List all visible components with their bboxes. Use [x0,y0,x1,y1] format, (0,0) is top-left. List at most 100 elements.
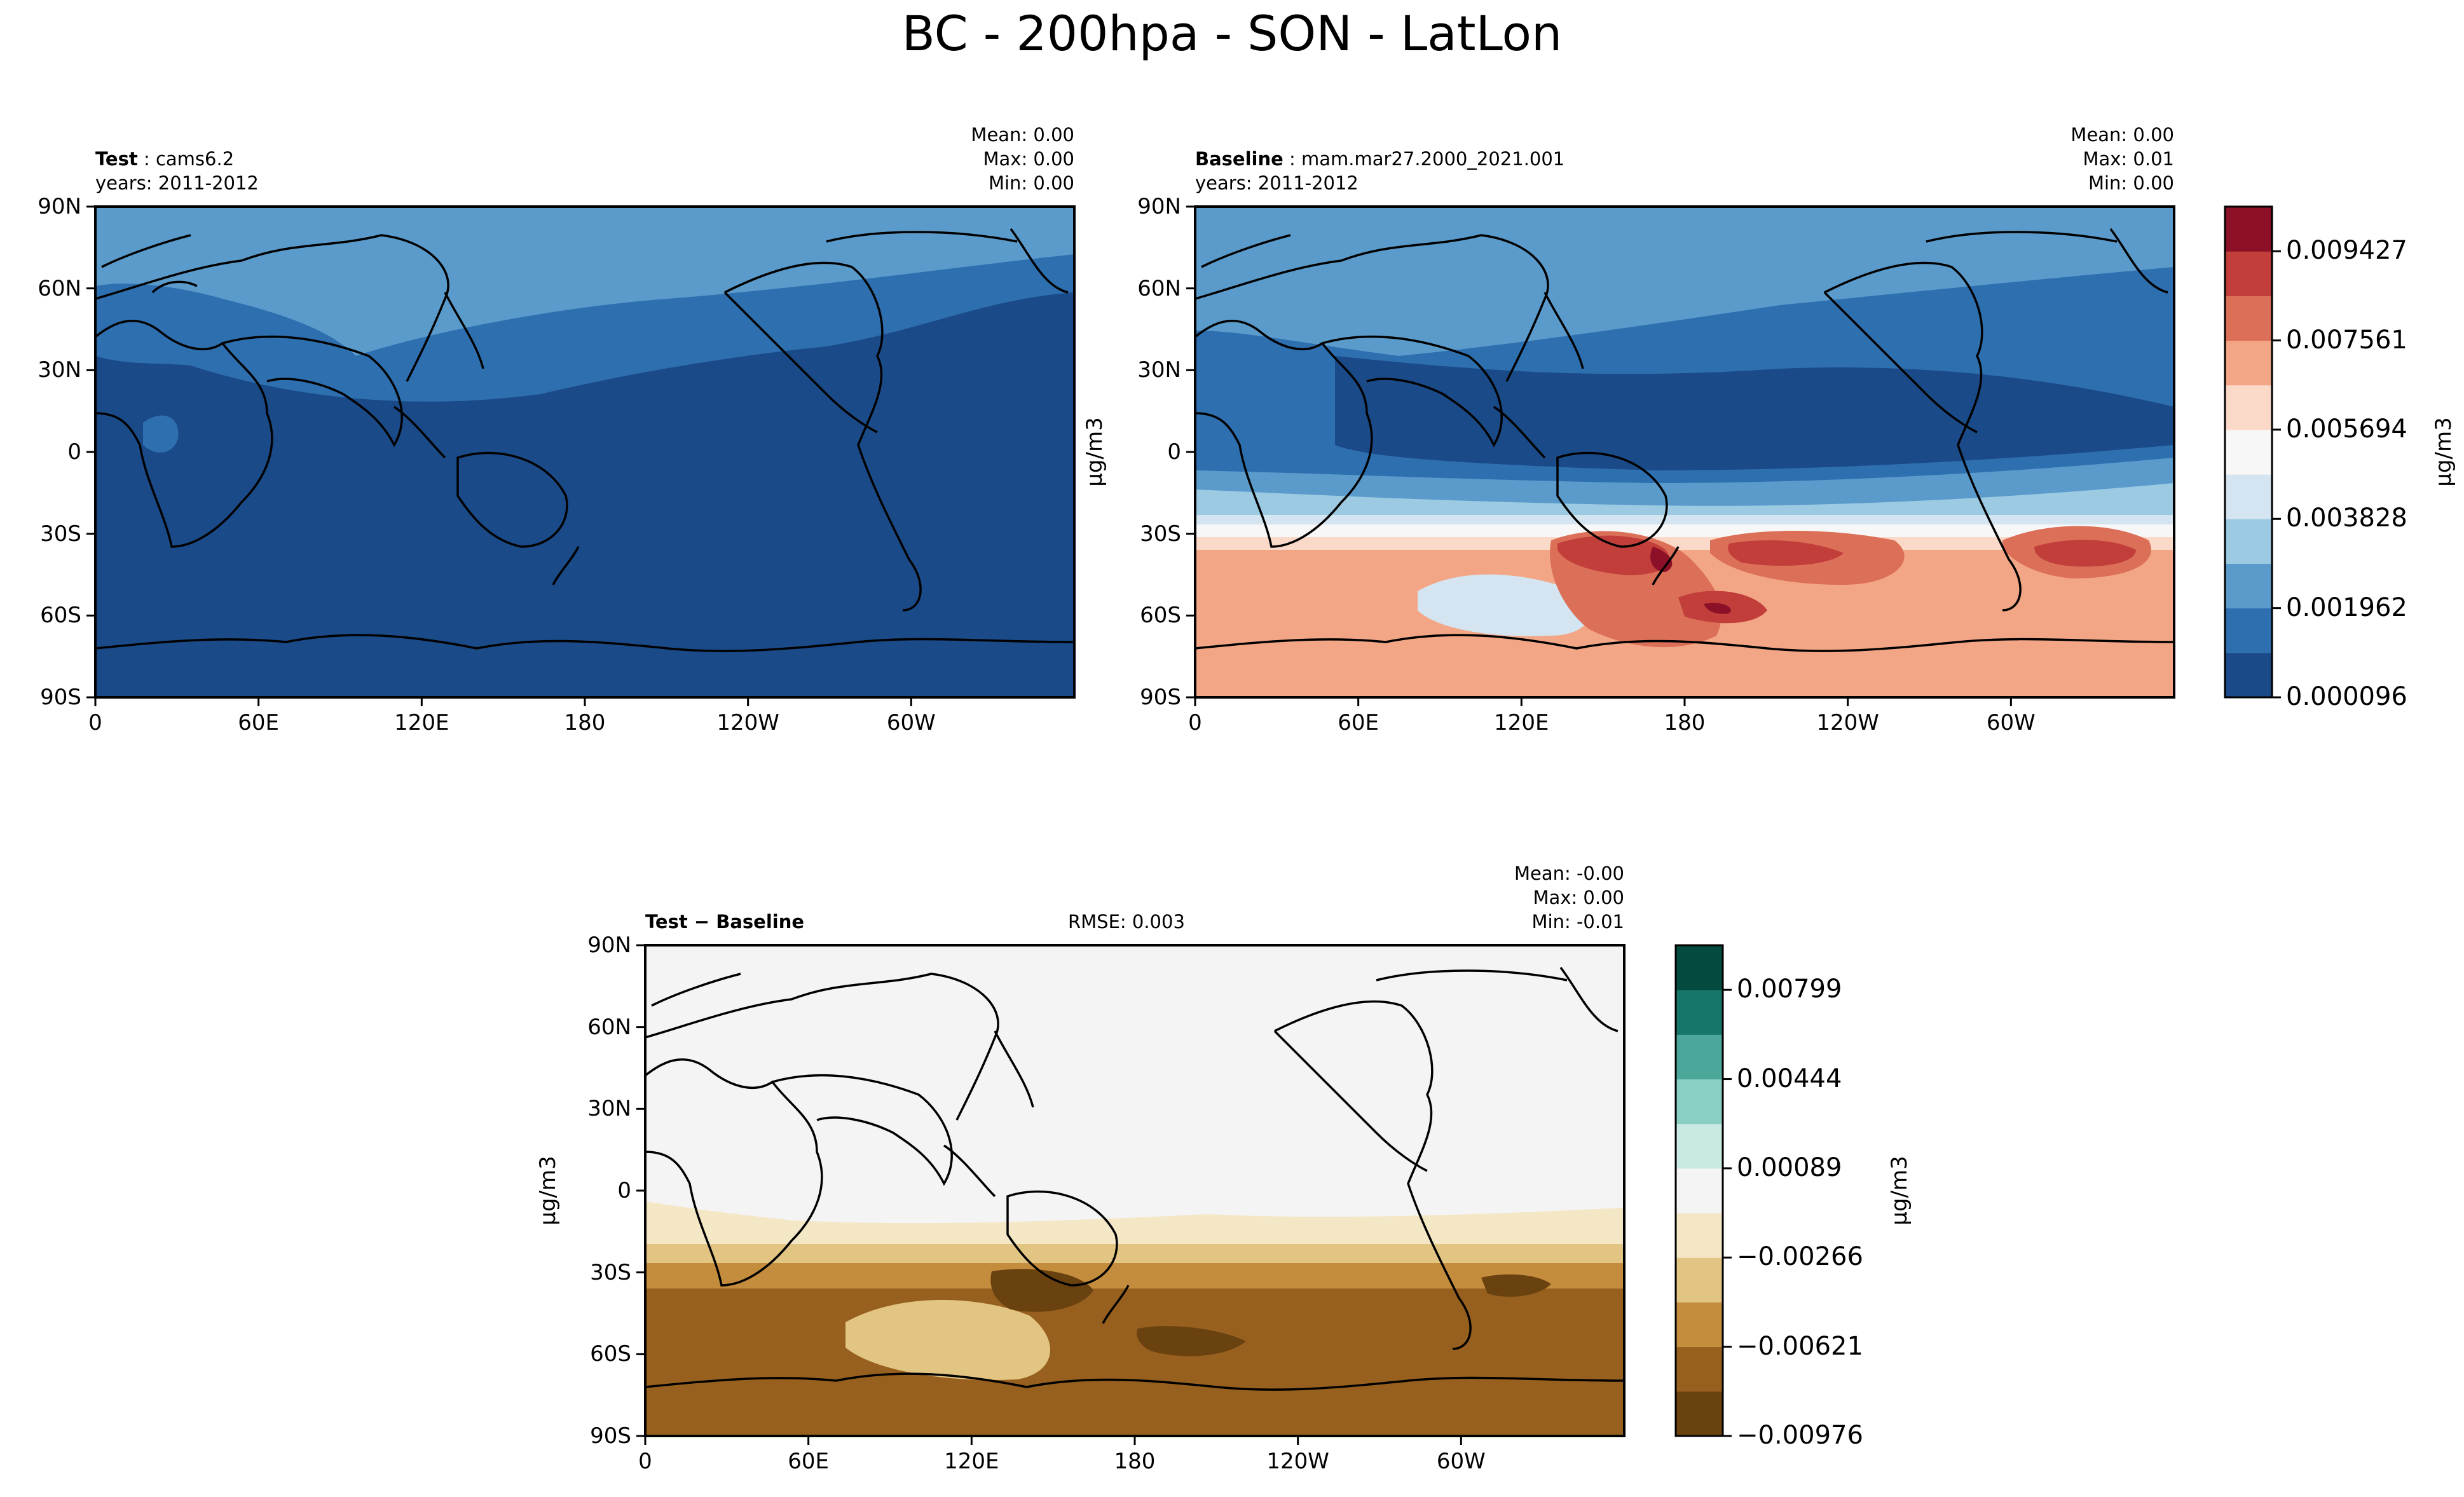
test-lon-label: 180 [564,710,606,735]
colorbar-diff-units: μg/m3 [1887,1156,1912,1226]
test-label-bold: Test [95,148,138,170]
test-lat-label: 90N [38,194,81,219]
diff-ylabel: μg/m3 [535,1156,561,1226]
test-case-name: cams6.2 [155,148,235,170]
baseline-lon-label: 0 [1188,710,1202,735]
baseline-label-sep: : [1283,148,1302,170]
diff-label: Test − Baseline [645,911,805,933]
diff-lat-label: 30S [590,1259,631,1285]
colorbar-diff-frame [1674,944,1724,1437]
test-lat-label: 0 [67,439,81,465]
diff-lat-label: 0 [617,1178,631,1203]
colorbar-diff-tick-label: −0.00266 [1737,1242,1863,1272]
test-map [94,205,1076,699]
colorbar-diff-swatch [1676,990,1723,1035]
diff-lon-label: 180 [1114,1449,1156,1474]
figure-title: BC - 200hpa - SON - LatLon [901,5,1563,62]
test-lon-label: 60E [238,710,280,735]
diff-lon-label: 120E [944,1449,999,1474]
colorbar-diff-tick-label: 0.00799 [1737,974,1842,1004]
colorbar-diff-swatch [1676,945,1723,990]
baseline-lat-label: 90S [1140,685,1181,710]
baseline-label-bold: Baseline [1195,148,1283,170]
test-lat-label: 60N [38,275,81,301]
colorbar-baseline-tick-label: 0.003828 [2286,503,2407,533]
baseline-lon-label: 120E [1494,710,1549,735]
baseline-case-name: mam.mar27.2000_2021.001 [1301,148,1565,170]
baseline-lat-label: 30S [1140,521,1181,547]
baseline-label: Baseline : mam.mar27.2000_2021.001 [1195,147,1564,171]
baseline-stat-max: Max: 0.01 [2083,148,2174,170]
colorbar-baseline-swatch [2225,652,2272,698]
colorbar-diff-swatch [1676,1257,1723,1302]
test-lat-label: 30S [40,521,81,547]
test-stat-mean: Mean: 0.00 [971,124,1074,146]
test-years: years: 2011-2012 [95,172,259,194]
colorbar-diff-swatch [1676,1079,1723,1124]
diff-lat-label: 30N [587,1096,631,1122]
test-lon-label: 120W [716,710,779,735]
colorbar-diff-swatch [1676,1168,1723,1213]
colorbar-diff-tick-label: 0.00444 [1737,1063,1842,1093]
baseline-lat-label: 30N [1137,357,1181,383]
diff-lat-label: 60S [590,1341,631,1367]
colorbar-diff-tick-label: −0.00621 [1737,1331,1863,1361]
colorbar-diff-swatch [1676,1213,1723,1258]
diff-lat-label: 90S [590,1423,631,1449]
colorbar-baseline-swatch [2225,340,2272,386]
baseline-ylabel: μg/m3 [1082,417,1107,487]
baseline-lat-label: 60N [1137,275,1181,301]
diff-stat-mean: Mean: -0.00 [1514,863,1624,884]
colorbar-baseline-tick-label: 0.000096 [2286,682,2407,711]
diff-stat-max: Max: 0.00 [1533,887,1624,908]
test-lat-label: 60S [40,603,81,629]
test-lon-label: 0 [88,710,102,735]
baseline-stats: Mean: 0.00 Max: 0.01 Min: 0.00 [2070,123,2174,195]
colorbar-baseline-tick-label: 0.001962 [2286,592,2407,622]
colorbar-baseline-swatch [2225,519,2272,564]
colorbar-diff-tick-label: 0.00089 [1737,1152,1842,1182]
colorbar-diff-tick-label: −0.00976 [1737,1421,1863,1450]
diff-stats: Mean: -0.00 Max: 0.00 Min: -0.01 [1514,861,1624,934]
baseline-stat-min: Min: 0.00 [2088,172,2174,194]
colorbar-diff-swatch [1676,1346,1723,1392]
baseline-years: years: 2011-2012 [1195,172,1359,194]
colorbar-baseline-swatch [2225,207,2272,252]
test-stat-min: Min: 0.00 [988,172,1074,194]
colorbar-diff-swatch [1676,1034,1723,1080]
test-stat-max: Max: 0.00 [983,148,1074,170]
test-lat-label: 30N [38,357,81,383]
diff-rmse: RMSE: 0.003 [1068,911,1185,933]
colorbar-diff-swatch [1676,1123,1723,1169]
baseline-stat-mean: Mean: 0.00 [2070,124,2174,146]
colorbar-diff [1674,944,1732,1437]
colorbar-baseline-swatch [2225,563,2272,609]
test-lon-label: 60W [886,710,936,735]
diff-stat-min: Min: -0.01 [1531,911,1624,933]
diff-coastlines [645,966,1624,1391]
colorbar-baseline-frame [2224,205,2273,699]
baseline-lon-label: 60E [1338,710,1379,735]
test-label: Test : cams6.2 [95,147,234,171]
colorbar-baseline-swatch [2225,385,2272,430]
diff-map [644,944,1626,1437]
colorbar-baseline-swatch [2225,608,2272,653]
diff-lon-label: 60E [788,1449,830,1474]
colorbar-baseline-swatch [2225,296,2272,341]
colorbar-diff-swatch [1676,1391,1723,1437]
colorbar-baseline-swatch [2225,474,2272,519]
axis-ticks [86,205,2012,1445]
baseline-lat-label: 90N [1137,194,1181,219]
diff-lon-label: 120W [1266,1449,1329,1474]
colorbar-baseline-tick-label: 0.007561 [2286,325,2407,355]
baseline-lon-label: 120W [1816,710,1879,735]
baseline-lon-label: 60W [1986,710,2036,735]
test-lon-label: 120E [394,710,449,735]
diff-lat-label: 60N [587,1014,631,1040]
baseline-lat-label: 60S [1140,603,1181,629]
baseline-map [1194,205,2175,699]
colorbar-diff-swatch [1676,1302,1723,1348]
test-stats: Mean: 0.00 Max: 0.00 Min: 0.00 [971,123,1074,195]
diff-lon-label: 0 [638,1449,652,1474]
